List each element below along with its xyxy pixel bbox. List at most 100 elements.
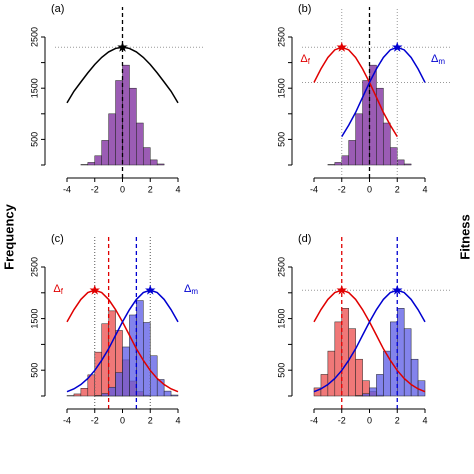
x-tick-label: 4 [422, 184, 427, 194]
histogram-bar [80, 164, 89, 166]
histogram-bar [94, 395, 102, 397]
histogram-bar [129, 314, 137, 397]
curve-label: Δm [184, 283, 198, 296]
y-tick-label: 1500 [276, 309, 286, 329]
x-tick-label: -4 [310, 184, 318, 194]
curve-label: Δf [53, 283, 63, 296]
curve-label-symbol: Δ [184, 283, 192, 295]
histogram-bar [334, 321, 342, 397]
histogram-bar [150, 159, 158, 166]
histogram-bar [348, 140, 356, 166]
histogram-bar [397, 308, 405, 397]
curve-label: Δm [431, 53, 445, 66]
x-tick-label: -2 [338, 184, 346, 194]
histogram-bar [403, 163, 412, 166]
histogram-bar [136, 300, 144, 397]
histogram-bar [327, 164, 336, 166]
curve-label-subscript: f [61, 287, 64, 296]
y-tick-label: 1500 [29, 78, 39, 98]
curve-label: Δf [300, 53, 310, 66]
y-tick-label: 1500 [29, 309, 39, 329]
histogram-bar [80, 388, 89, 397]
histogram-bar [108, 386, 116, 397]
histogram-bar [156, 379, 165, 397]
x-tick-label: 0 [120, 184, 125, 194]
y-tick-label: 500 [29, 132, 39, 147]
fitness-peak-star [145, 284, 156, 295]
histogram-bar [136, 122, 144, 166]
fitness-peak-star [392, 41, 403, 52]
y-tick-label: 2500 [276, 257, 286, 277]
histogram-bar [417, 380, 426, 397]
histogram-bar [94, 351, 102, 397]
histogram-bar [115, 372, 123, 397]
curve-label-subscript: f [308, 57, 311, 66]
x-tick-label: -4 [63, 415, 71, 425]
fitness-peak-star [89, 284, 100, 295]
histogram-bar [108, 113, 116, 166]
curve-label-subscript: m [438, 57, 445, 66]
x-tick-label: -2 [91, 184, 99, 194]
curve-label-symbol: Δ [53, 283, 61, 295]
panel-label: (b) [298, 3, 311, 15]
curve-label-subscript: m [191, 287, 198, 296]
fitness-curve [313, 46, 398, 137]
x-tick-label: 0 [367, 415, 372, 425]
histogram-bar [390, 147, 398, 166]
y-tick-label: 2500 [29, 27, 39, 47]
x-tick-label: 2 [148, 415, 153, 425]
fitness-curve [313, 289, 426, 393]
histogram-bar [94, 155, 102, 166]
x-tick-label: -4 [63, 184, 71, 194]
y2-axis-title: Fitness [457, 214, 472, 260]
y-tick-label: 1500 [276, 78, 286, 98]
histogram-bar [362, 80, 370, 166]
x-tick-label: -4 [310, 415, 318, 425]
fitness-curve [341, 46, 426, 137]
histogram-bar [410, 358, 419, 397]
x-tick-label: 2 [395, 184, 400, 194]
y-tick-label: 2500 [29, 257, 39, 277]
x-tick-label: 4 [175, 184, 180, 194]
histogram-bar [341, 155, 349, 166]
histogram-bar [397, 159, 405, 166]
x-tick-label: 4 [175, 415, 180, 425]
histogram-bar [369, 387, 377, 397]
fitness-peak-star [117, 41, 128, 52]
y-tick-label: 500 [276, 132, 286, 147]
histogram-bar [122, 64, 130, 166]
x-tick-label: 0 [367, 184, 372, 194]
histogram-bar [101, 393, 109, 397]
histogram-bar [341, 308, 349, 397]
histogram-bar [170, 394, 179, 397]
histogram-bar [122, 346, 130, 397]
histogram-bar [143, 322, 151, 397]
histogram-bar [73, 393, 82, 397]
x-tick-label: -2 [91, 415, 99, 425]
histogram-bar [362, 393, 370, 397]
histogram-bar [355, 113, 363, 166]
histogram-bar [403, 328, 412, 397]
fitness-peak-star [336, 284, 347, 295]
histogram-bar [348, 328, 356, 397]
curve-label-symbol: Δ [300, 53, 308, 65]
histogram-bar [376, 374, 384, 397]
y-tick-label: 2500 [276, 27, 286, 47]
histogram-bar [327, 350, 336, 397]
x-tick-label: -2 [338, 415, 346, 425]
histogram-bar [115, 80, 123, 166]
histogram-bar [156, 163, 165, 166]
histogram-bar [87, 162, 95, 166]
x-tick-label: 0 [120, 415, 125, 425]
histogram-bar [101, 140, 109, 166]
histogram-bar [163, 390, 172, 397]
x-tick-label: 2 [395, 415, 400, 425]
histogram-bar [150, 355, 158, 397]
histogram-bar [108, 310, 116, 397]
histogram-bar [143, 147, 151, 166]
x-tick-label: 4 [422, 415, 427, 425]
histogram-bar [355, 358, 363, 397]
fitness-peak-star [392, 284, 403, 295]
panel-label: (d) [298, 233, 311, 245]
